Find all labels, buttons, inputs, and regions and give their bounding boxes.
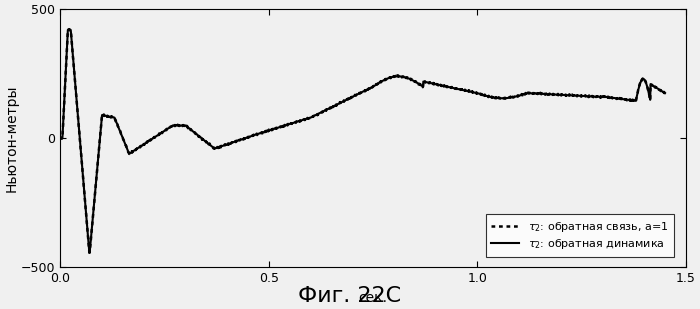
$\tau_2$: обратная связь, a=1: (1.45, 173): обратная связь, a=1: (1.45, 173) — [661, 92, 669, 95]
X-axis label: сек.: сек. — [358, 291, 388, 305]
$\tau_2$: обратная динамика: (0.0181, 420): обратная динамика: (0.0181, 420) — [64, 28, 72, 32]
$\tau_2$: обратная динамика: (0.0704, -444): обратная динамика: (0.0704, -444) — [85, 251, 94, 255]
$\tau_2$: обратная связь, a=1: (0.0696, -443): обратная связь, a=1: (0.0696, -443) — [85, 251, 94, 255]
$\tau_2$: обратная динамика: (0.707, 165): обратная динамика: (0.707, 165) — [351, 94, 359, 97]
$\tau_2$: обратная связь, a=1: (1.14, 173): обратная связь, a=1: (1.14, 173) — [533, 92, 541, 95]
$\tau_2$: обратная связь, a=1: (1.41, 192): обратная связь, a=1: (1.41, 192) — [643, 87, 652, 91]
$\tau_2$: обратная динамика: (1.45, 175): обратная динамика: (1.45, 175) — [661, 91, 669, 95]
Y-axis label: Ньютон-метры: Ньютон-метры — [4, 85, 18, 192]
$\tau_2$: обратная связь, a=1: (0.668, 136): обратная связь, a=1: (0.668, 136) — [335, 101, 343, 105]
$\tau_2$: обратная динамика: (0.668, 134): обратная динамика: (0.668, 134) — [335, 102, 343, 105]
Line: $\tau_2$: обратная динамика: $\tau_2$: обратная динамика — [60, 30, 665, 253]
$\tau_2$: обратная динамика: (0.0754, -352): обратная динамика: (0.0754, -352) — [88, 227, 96, 231]
$\tau_2$: обратная связь, a=1: (0.707, 168): обратная связь, a=1: (0.707, 168) — [351, 93, 359, 97]
$\tau_2$: обратная динамика: (1.41, 191): обратная динамика: (1.41, 191) — [643, 87, 652, 91]
Text: Фиг. 22C: Фиг. 22C — [298, 286, 402, 306]
Legend: $\tau_2$: обратная связь, a=1, $\tau_2$: обратная динамика: $\tau_2$: обратная связь, a=1, $\tau_2$:… — [486, 214, 674, 257]
$\tau_2$: обратная динамика: (0, 0): обратная динамика: (0, 0) — [56, 137, 64, 140]
$\tau_2$: обратная связь, a=1: (1.41, 186): обратная связь, a=1: (1.41, 186) — [644, 88, 652, 92]
$\tau_2$: обратная связь, a=1: (0.0203, 422): обратная связь, a=1: (0.0203, 422) — [64, 28, 73, 31]
$\tau_2$: обратная динамика: (1.41, 186): обратная динамика: (1.41, 186) — [644, 88, 652, 92]
Line: $\tau_2$: обратная связь, a=1: $\tau_2$: обратная связь, a=1 — [60, 29, 665, 253]
$\tau_2$: обратная связь, a=1: (0.0754, -354): обратная связь, a=1: (0.0754, -354) — [88, 228, 96, 231]
$\tau_2$: обратная связь, a=1: (0, 2.65): обратная связь, a=1: (0, 2.65) — [56, 136, 64, 139]
$\tau_2$: обратная динамика: (1.14, 173): обратная динамика: (1.14, 173) — [533, 92, 541, 95]
